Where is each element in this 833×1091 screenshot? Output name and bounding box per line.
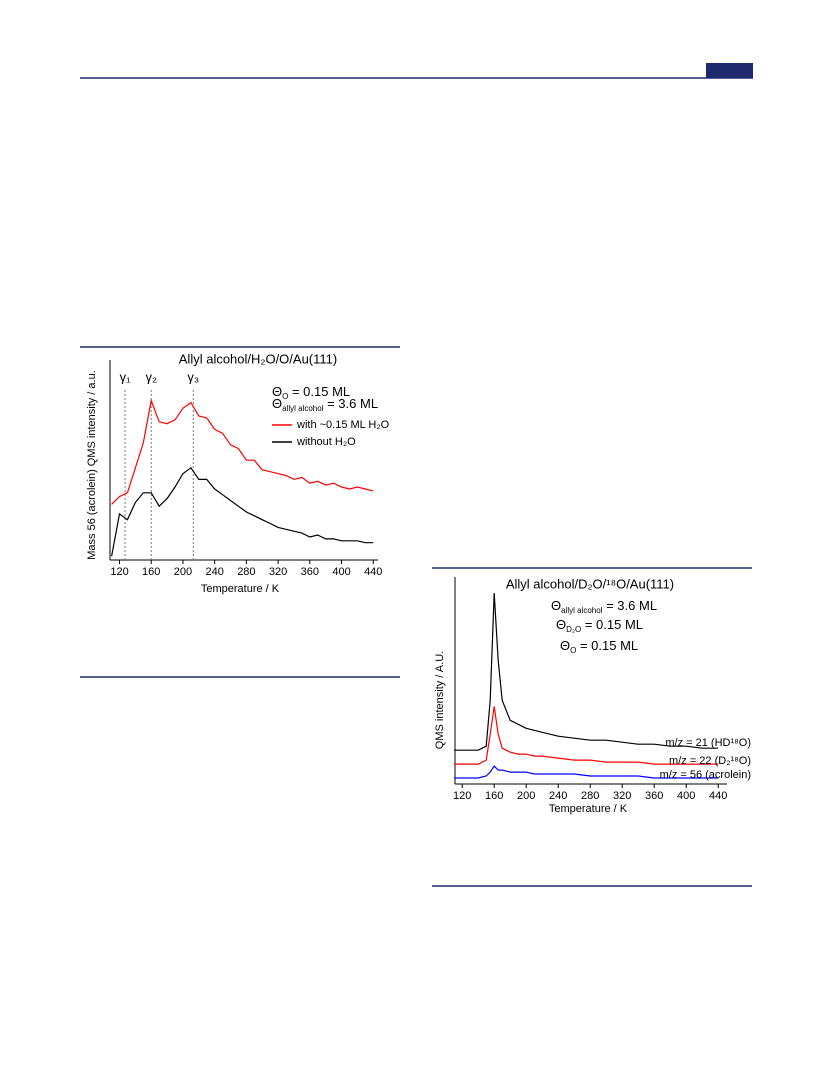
x-axis-label: Temperature / K: [549, 803, 628, 815]
y-axis-label: QMS intensity / A.U.: [434, 651, 446, 749]
annotation-label: γ₂: [145, 369, 157, 384]
condition-value: = 0.15 ML: [288, 384, 350, 399]
series-line: [454, 765, 719, 779]
condition-subscript: O: [282, 392, 288, 401]
condition-symbol: Θ: [272, 396, 282, 411]
condition-label: Θallyl alcohol = 3.6 ML: [551, 598, 657, 615]
x-tick-label: 120: [110, 566, 128, 578]
x-tick-label: 360: [645, 790, 663, 802]
condition-symbol: Θ: [551, 598, 561, 613]
condition-subscript: allyl alcohol: [282, 404, 324, 413]
series-line: [111, 466, 374, 557]
x-tick-label: 280: [237, 566, 255, 578]
x-tick-label: 160: [142, 566, 160, 578]
title: Allyl alcohol/D₂O/¹⁸O/Au(111): [506, 576, 674, 591]
condition-value: = 3.6 ML: [323, 396, 378, 411]
annotation-label: γ₁: [120, 369, 132, 384]
condition-label: Θallyl alcohol = 3.6 ML: [272, 396, 378, 413]
x-tick-label: 400: [332, 566, 350, 578]
x-tick-label: 200: [517, 790, 535, 802]
x-tick-label: 320: [269, 566, 287, 578]
condition-subscript: O: [570, 646, 576, 655]
legend-label: with ~0.15 ML H₂O: [296, 419, 390, 431]
x-tick-label: 400: [677, 790, 695, 802]
x-tick-label: 440: [364, 566, 382, 578]
x-tick-label: 160: [485, 790, 503, 802]
x-tick-label: 120: [453, 790, 471, 802]
x-tick-label: 440: [709, 790, 727, 802]
condition-symbol: Θ: [560, 638, 570, 653]
condition-value: = 0.15 ML: [576, 638, 638, 653]
series-line: [454, 706, 719, 765]
x-tick-label: 320: [613, 790, 631, 802]
legend-label: without H₂O: [296, 436, 356, 448]
x-tick-label: 280: [581, 790, 599, 802]
title: Allyl alcohol/H₂O/O/Au(111): [179, 351, 337, 366]
condition-subscript: allyl alcohol: [561, 606, 603, 615]
condition-symbol: Θ: [272, 384, 282, 399]
condition-symbol: Θ: [556, 617, 566, 632]
series-label: m/z = 22 (D₂¹⁸O): [669, 755, 751, 767]
series-label: m/z = 21 (HD¹⁸O): [665, 737, 751, 749]
condition-value: = 0.15 ML: [581, 617, 643, 632]
y-axis-label: Mass 56 (acrolein) QMS intensity / a.u.: [86, 370, 98, 560]
annotation-label: γ₃: [187, 369, 199, 384]
x-tick-label: 200: [174, 566, 192, 578]
condition-label: ΘO = 0.15 ML: [272, 384, 350, 401]
x-tick-label: 240: [205, 566, 223, 578]
header-tab: [706, 63, 753, 78]
condition-value: = 3.6 ML: [602, 598, 657, 613]
x-tick-label: 360: [301, 566, 319, 578]
condition-subscript: D₂O: [566, 625, 581, 634]
condition-label: ΘO = 0.15 ML: [560, 638, 638, 655]
x-axis-label: Temperature / K: [201, 583, 280, 595]
series-line: [111, 398, 374, 505]
series-label: m/z = 56 (acrolein): [660, 769, 751, 781]
condition-label: ΘD₂O = 0.15 ML: [556, 617, 643, 634]
series-line: [454, 592, 719, 751]
x-tick-label: 240: [549, 790, 567, 802]
